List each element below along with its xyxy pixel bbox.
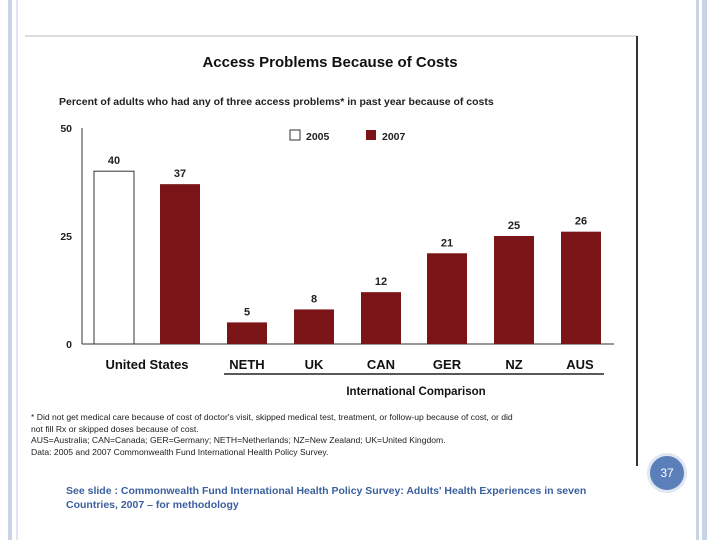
category-label: NETH [229,357,264,372]
y-tick-label-25: 25 [60,231,72,243]
value-label: 40 [108,155,120,167]
bar-ger-2007 [427,253,467,344]
y-tick-label-0: 0 [66,339,72,351]
value-label: 8 [311,293,317,305]
x-axis-label: International Comparison [346,386,485,398]
value-label: 5 [244,306,250,318]
slide-number-badge: 37 [647,453,687,493]
footnote-line: AUS=Australia; CAN=Canada; GER=Germany; … [31,435,446,446]
y-tick-label-50: 50 [60,123,72,135]
value-labels: 40 37 5 8 12 21 25 26 [108,155,587,318]
legend: 2005 2007 [289,129,406,143]
value-label: 37 [174,168,186,180]
legend-swatch-2007 [366,130,376,140]
legend-label-2007: 2007 [382,131,406,143]
category-label: UK [305,357,324,372]
chart-subtitle: Percent of adults who had any of three a… [59,96,494,108]
legend-swatch-2005 [289,129,301,141]
category-label: GER [433,357,462,372]
footnote-line: not fill Rx or skipped doses because of … [31,423,199,434]
value-label: 12 [375,276,387,288]
category-label: CAN [367,357,395,372]
category-labels: United States NETH UK CAN GER NZ AUS [105,357,594,372]
footnote-line: Data: 2005 and 2007 Commonwealth Fund In… [31,446,329,457]
bars [93,170,601,345]
value-label: 26 [575,216,587,228]
see-slide-note: See slide : Commonwealth Fund Internatio… [66,485,587,511]
bar-aus-2007 [561,231,601,344]
bar-united-states-2007 [160,184,200,344]
bar-uk-2007 [294,309,334,344]
legend-label-2005: 2005 [306,131,330,143]
footnotes: * Did not get medical care because of co… [31,412,621,458]
bar-nz-2007 [494,236,534,344]
category-label: United States [105,357,188,372]
slide-frame [8,0,712,540]
y-axis: 0 25 50 [60,123,83,351]
bar-neth-2007 [227,322,267,344]
slide-number: 37 [660,466,674,480]
footnote-line: * Did not get medical care because of co… [31,412,513,422]
value-label: 25 [508,220,520,232]
bar-can-2007 [361,292,401,344]
category-label: NZ [505,357,522,372]
value-label: 21 [441,237,453,249]
category-label: AUS [566,357,594,372]
bar-united-states-2005 [93,170,135,345]
chart-title: Access Problems Because of Costs [202,54,457,71]
